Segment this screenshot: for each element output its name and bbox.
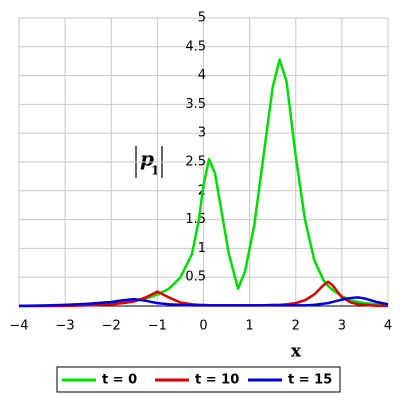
data-line xyxy=(18,296,389,308)
legend-box xyxy=(56,366,341,393)
y-tick-label: 2.5 xyxy=(185,155,206,170)
y-axis-label-subscript: 1 xyxy=(151,164,159,178)
x-tick-label: −4 xyxy=(9,319,28,334)
x-tick-label: 1 xyxy=(245,319,253,334)
y-axis-label: p xyxy=(140,147,154,171)
x-tick-label: −3 xyxy=(56,319,75,334)
x-axis-label: x xyxy=(291,342,302,362)
y-tick-label: 1.5 xyxy=(185,212,206,227)
y-tick-label: 3.5 xyxy=(185,97,206,112)
legend-label: t = 10 xyxy=(195,373,239,388)
legend-label: t = 15 xyxy=(288,373,332,388)
y-tick-label: 3 xyxy=(198,126,206,141)
x-tick-label: 0 xyxy=(199,319,207,334)
x-tick-label: 2 xyxy=(292,319,300,334)
y-tick-label: 0.5 xyxy=(185,270,206,285)
y-tick-label: 1 xyxy=(198,241,206,256)
x-tick-label: −1 xyxy=(148,319,167,334)
x-tick-label: −2 xyxy=(102,319,121,334)
x-tick-label: 4 xyxy=(384,319,392,334)
y-tick-label: 5 xyxy=(198,11,206,26)
x-tick-label: 3 xyxy=(338,319,346,334)
y-tick-label: 4 xyxy=(198,68,206,83)
legend-label: t = 0 xyxy=(102,373,137,388)
y-tick-label: 4.5 xyxy=(185,39,206,54)
